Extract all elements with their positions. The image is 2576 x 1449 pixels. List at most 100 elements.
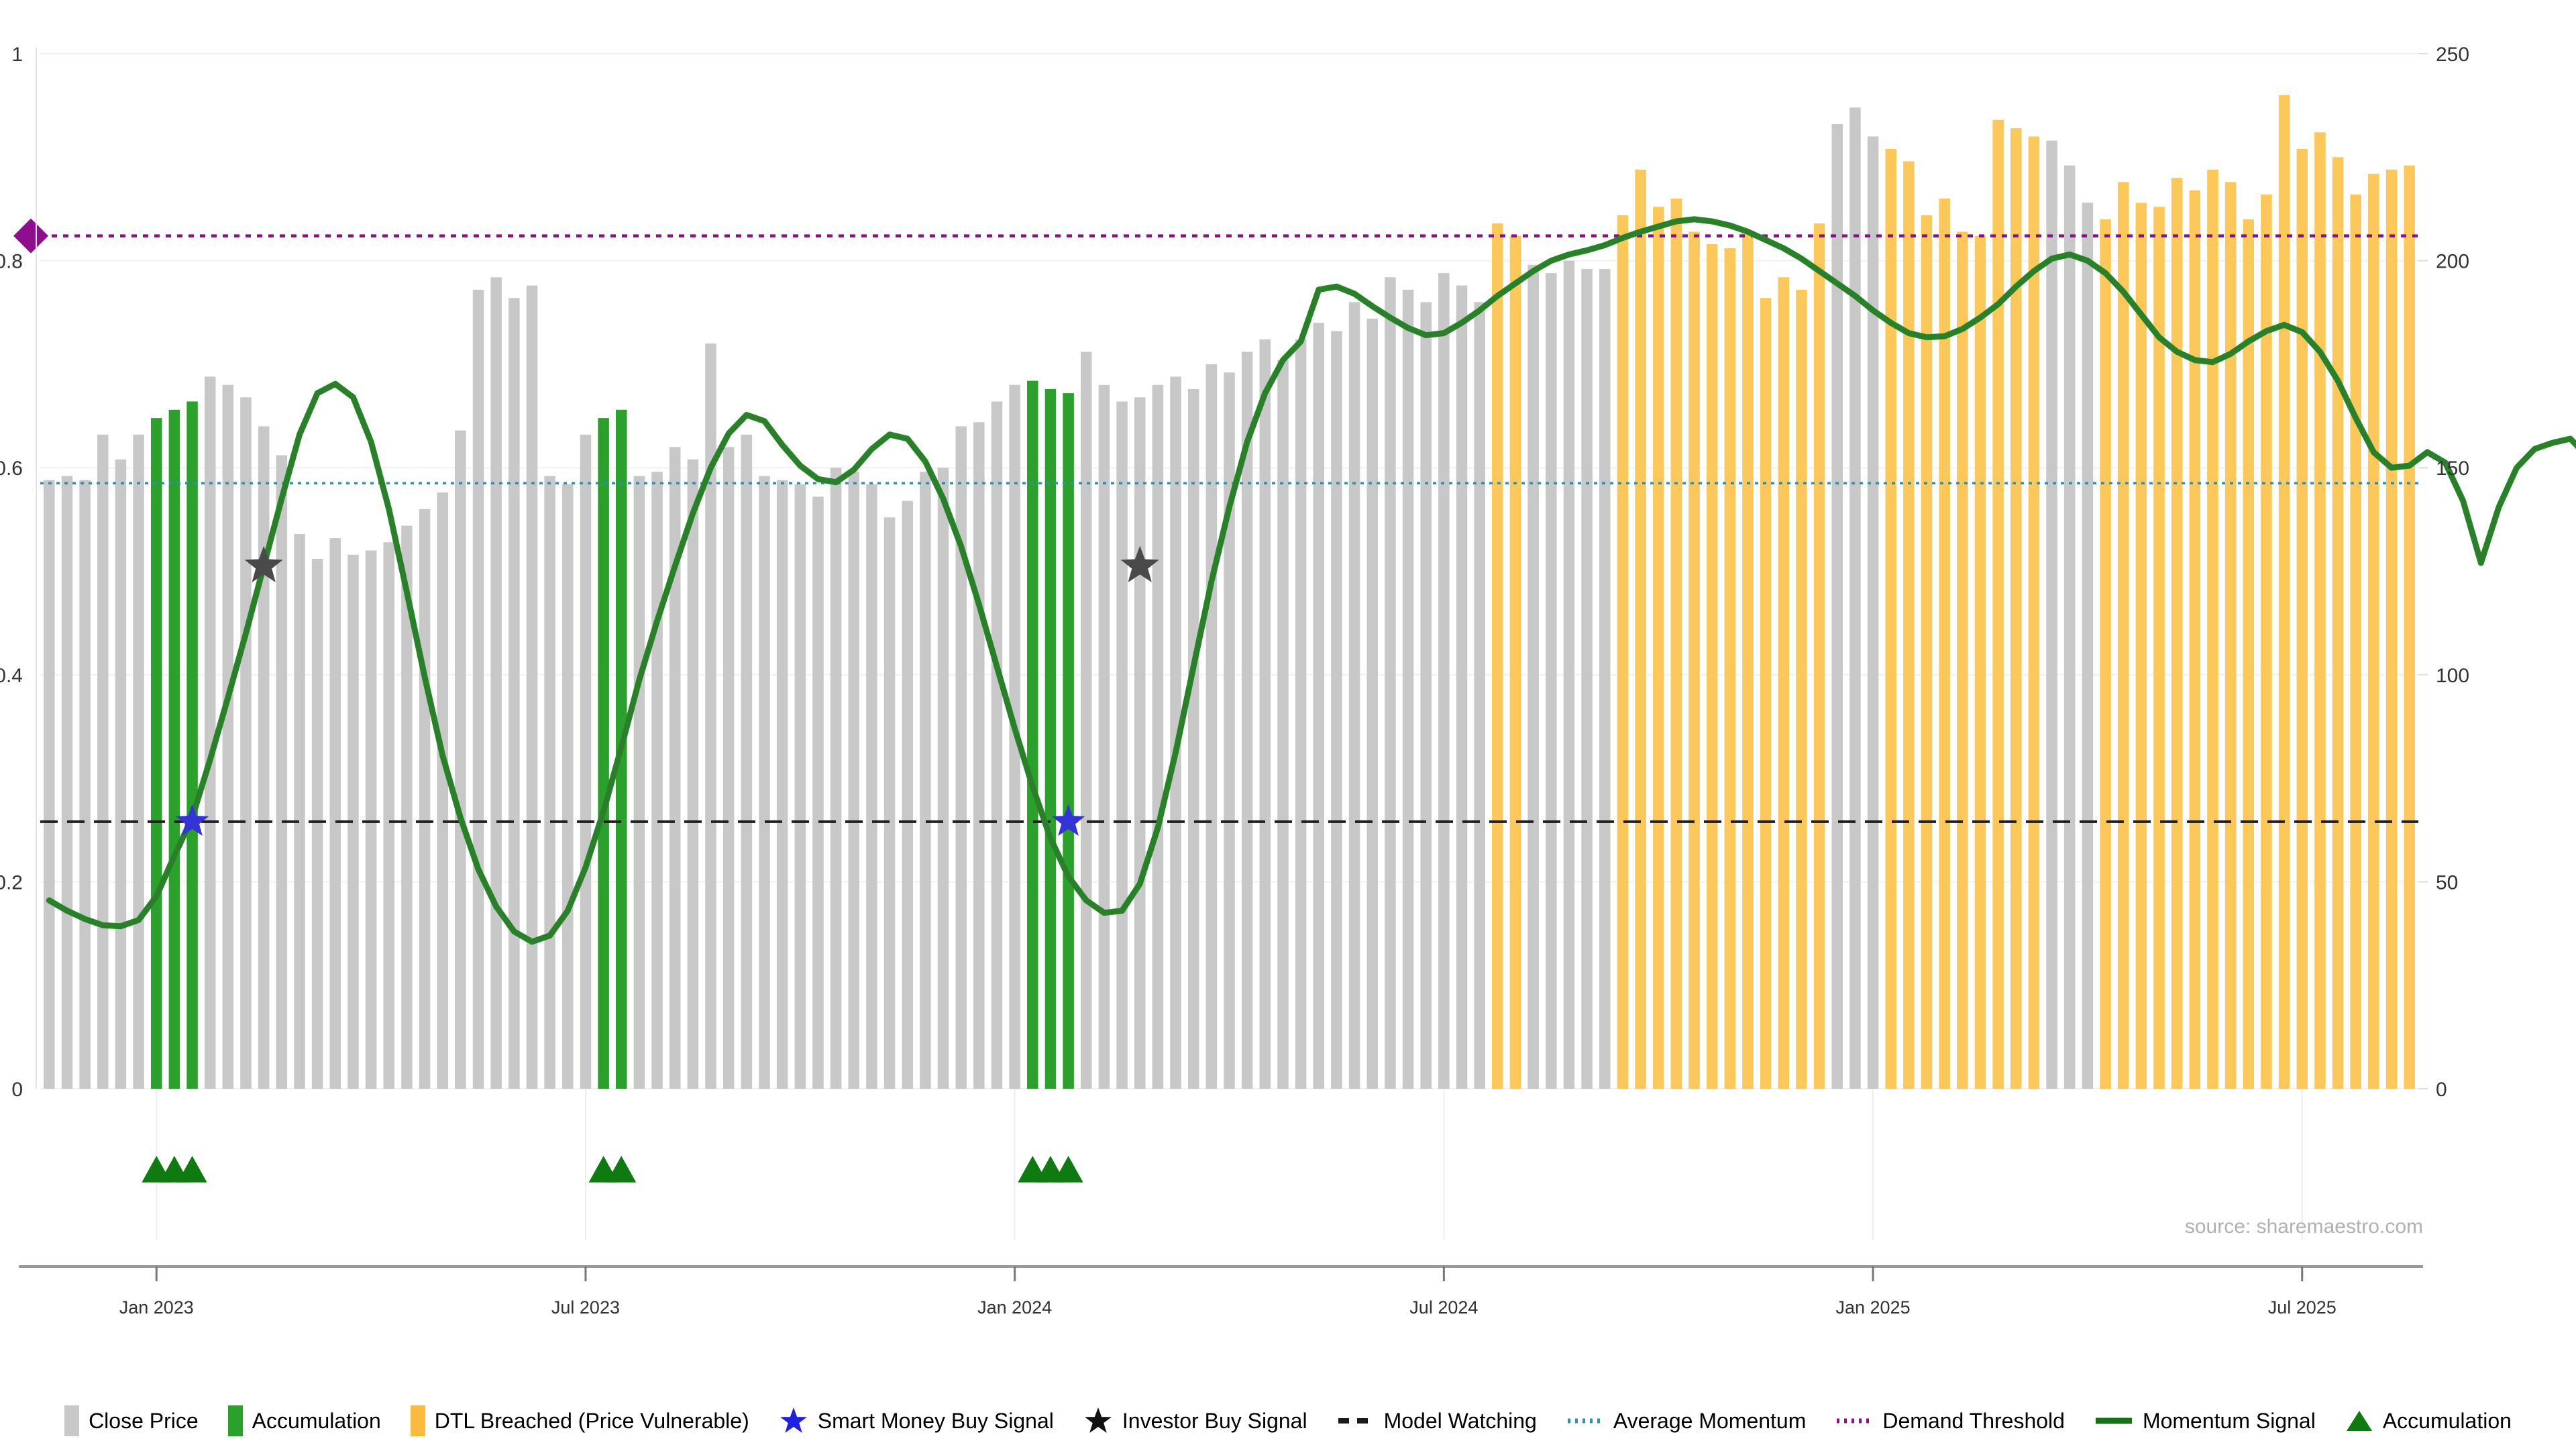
close-price-bar [437, 492, 448, 1089]
legend-item-label: Average Momentum [1613, 1408, 1807, 1433]
close-price-bar [133, 434, 144, 1089]
dtl-breached-bar [2171, 178, 2183, 1089]
dtl-breached-bar [2314, 132, 2326, 1089]
legend-item-label: Accumulation [252, 1408, 381, 1433]
close-price-bars [44, 95, 2415, 1089]
close-price-bar [329, 538, 341, 1089]
close-price-bar [1527, 264, 1539, 1089]
y-axis-left-tick-label: 0.2 [0, 871, 23, 894]
legend-item[interactable]: Accumulation [2345, 1409, 2512, 1434]
dtl-breached-bar [1742, 231, 1754, 1089]
legend-item[interactable]: Average Momentum [1566, 1408, 1807, 1434]
legend-item[interactable]: Demand Threshold [1835, 1409, 2065, 1434]
y-axis-left-tick-label: 1 [11, 44, 23, 66]
dtl-breached-bar [1778, 277, 1790, 1089]
close-price-bar [1331, 331, 1342, 1089]
close-price-bar [2082, 203, 2094, 1089]
signal-markers[interactable] [13, 218, 1159, 836]
legend-item[interactable]: Momentum Signal [2094, 1409, 2316, 1434]
x-axis-tick-label: Jan 2023 [119, 1297, 194, 1318]
x-axis-tick-label: Jul 2023 [551, 1297, 620, 1318]
close-price-bar [2063, 165, 2076, 1089]
close-price-bar [508, 298, 520, 1089]
legend-triangle-icon [2345, 1409, 2373, 1433]
legend-dotted-line-icon [1566, 1416, 1604, 1426]
close-price-bar [1259, 339, 1271, 1089]
dtl-breached-bar [1492, 223, 1503, 1089]
dtl-breached-bar [1903, 161, 1915, 1089]
close-price-bar [920, 472, 931, 1089]
investor-buy-signal-star[interactable] [244, 545, 283, 583]
legend-item[interactable]: Smart Money Buy Signal [779, 1406, 1054, 1436]
legend-item[interactable]: DTL Breached (Price Vulnerable) [410, 1405, 749, 1436]
dtl-breached-bar [1688, 231, 1700, 1089]
source-attribution: source: sharemaestro.com [2185, 1216, 2423, 1238]
dtl-breached-bar [2243, 219, 2255, 1089]
legend-item-label: Investor Buy Signal [1122, 1408, 1307, 1433]
close-price-bar [115, 459, 127, 1089]
close-price-bar [776, 480, 788, 1089]
close-price-bar [1224, 372, 1235, 1089]
close-price-bar [866, 484, 877, 1089]
dtl-breached-bar [2135, 203, 2147, 1089]
close-price-bar [365, 550, 377, 1089]
close-price-bar [580, 434, 592, 1089]
x-axis-tick-label: Jan 2024 [977, 1297, 1052, 1318]
y-axis-left-tick-label: 0.8 [0, 251, 23, 273]
close-price-bar [1563, 260, 1575, 1089]
chart-legend: Close Price Accumulation DTL Breached (Pri… [0, 1405, 2576, 1436]
accumulation-bar [1044, 388, 1057, 1089]
dtl-breached-bar [2296, 148, 2308, 1089]
dtl-breached-bar [2117, 182, 2129, 1089]
close-price-bar [1116, 401, 1128, 1089]
close-price-bar [741, 434, 753, 1089]
legend-item[interactable]: Accumulation [227, 1405, 381, 1436]
legend-bar-swatch-icon [410, 1405, 425, 1436]
dtl-breached-bar [1670, 199, 1682, 1089]
legend-item[interactable]: Investor Buy Signal [1083, 1406, 1307, 1436]
close-price-bar [1295, 339, 1307, 1089]
dtl-breached-bar [2261, 194, 2272, 1089]
x-gridlines [156, 1089, 2303, 1240]
smart-money-buy-signal-star[interactable] [175, 804, 209, 836]
accumulation-bar [1027, 380, 1038, 1089]
x-axis-tick-label: Jul 2024 [1409, 1297, 1478, 1318]
close-price-bar [258, 426, 270, 1089]
dtl-breached-bar [2368, 173, 2379, 1089]
legend-item-label: Close Price [89, 1408, 199, 1433]
close-price-bar [633, 476, 645, 1089]
axes: 1 0.8 0.6 0.4 0.2 0 250 200 150 100 50 0 Jan 2023 Jul… [0, 44, 2469, 1318]
y-axis-right-tick-label: 0 [2436, 1079, 2447, 1101]
close-price-bar [44, 480, 55, 1089]
legend-item-label: Smart Money Buy Signal [817, 1408, 1054, 1433]
close-price-bar [1205, 364, 1218, 1089]
y-axis-right-tick-label: 200 [2436, 251, 2469, 273]
accumulation-bar [1063, 393, 1074, 1089]
momentum-signal-line [46, 216, 2576, 945]
legend-bar-swatch-icon [227, 1405, 243, 1436]
close-price-bar [1385, 277, 1396, 1089]
close-price-bar [1456, 285, 1468, 1089]
y-axis-left-tick-label: 0 [11, 1079, 23, 1101]
close-price-bar [347, 554, 359, 1089]
close-price-bar [1170, 376, 1181, 1089]
dtl-breached-bar [2028, 136, 2040, 1089]
legend-item[interactable]: Close Price [64, 1405, 199, 1436]
dtl-breached-bar [1796, 289, 1807, 1089]
close-price-bar [1366, 319, 1378, 1089]
smart-money-buy-signal-star[interactable] [1051, 804, 1085, 836]
dtl-breached-bar [2189, 190, 2201, 1089]
price-momentum-chart: 1 0.8 0.6 0.4 0.2 0 250 200 150 100 50 0 Jan 2023 Jul… [0, 44, 2576, 1318]
accumulation-bar [150, 418, 162, 1089]
close-price-bar [705, 343, 716, 1089]
close-price-bar [1152, 384, 1164, 1089]
close-price-bar [1831, 123, 1843, 1089]
dtl-breached-bar [2224, 182, 2237, 1089]
legend-item[interactable]: Model Watching [1337, 1409, 1537, 1434]
accumulation-triangle-row [142, 1156, 1083, 1183]
investor-buy-signal-star[interactable] [1120, 545, 1159, 583]
legend-item-label: Model Watching [1383, 1408, 1537, 1433]
dtl-breached-bar [1939, 199, 1950, 1089]
dtl-breached-bar [1760, 298, 1772, 1089]
close-price-bar [955, 426, 967, 1089]
